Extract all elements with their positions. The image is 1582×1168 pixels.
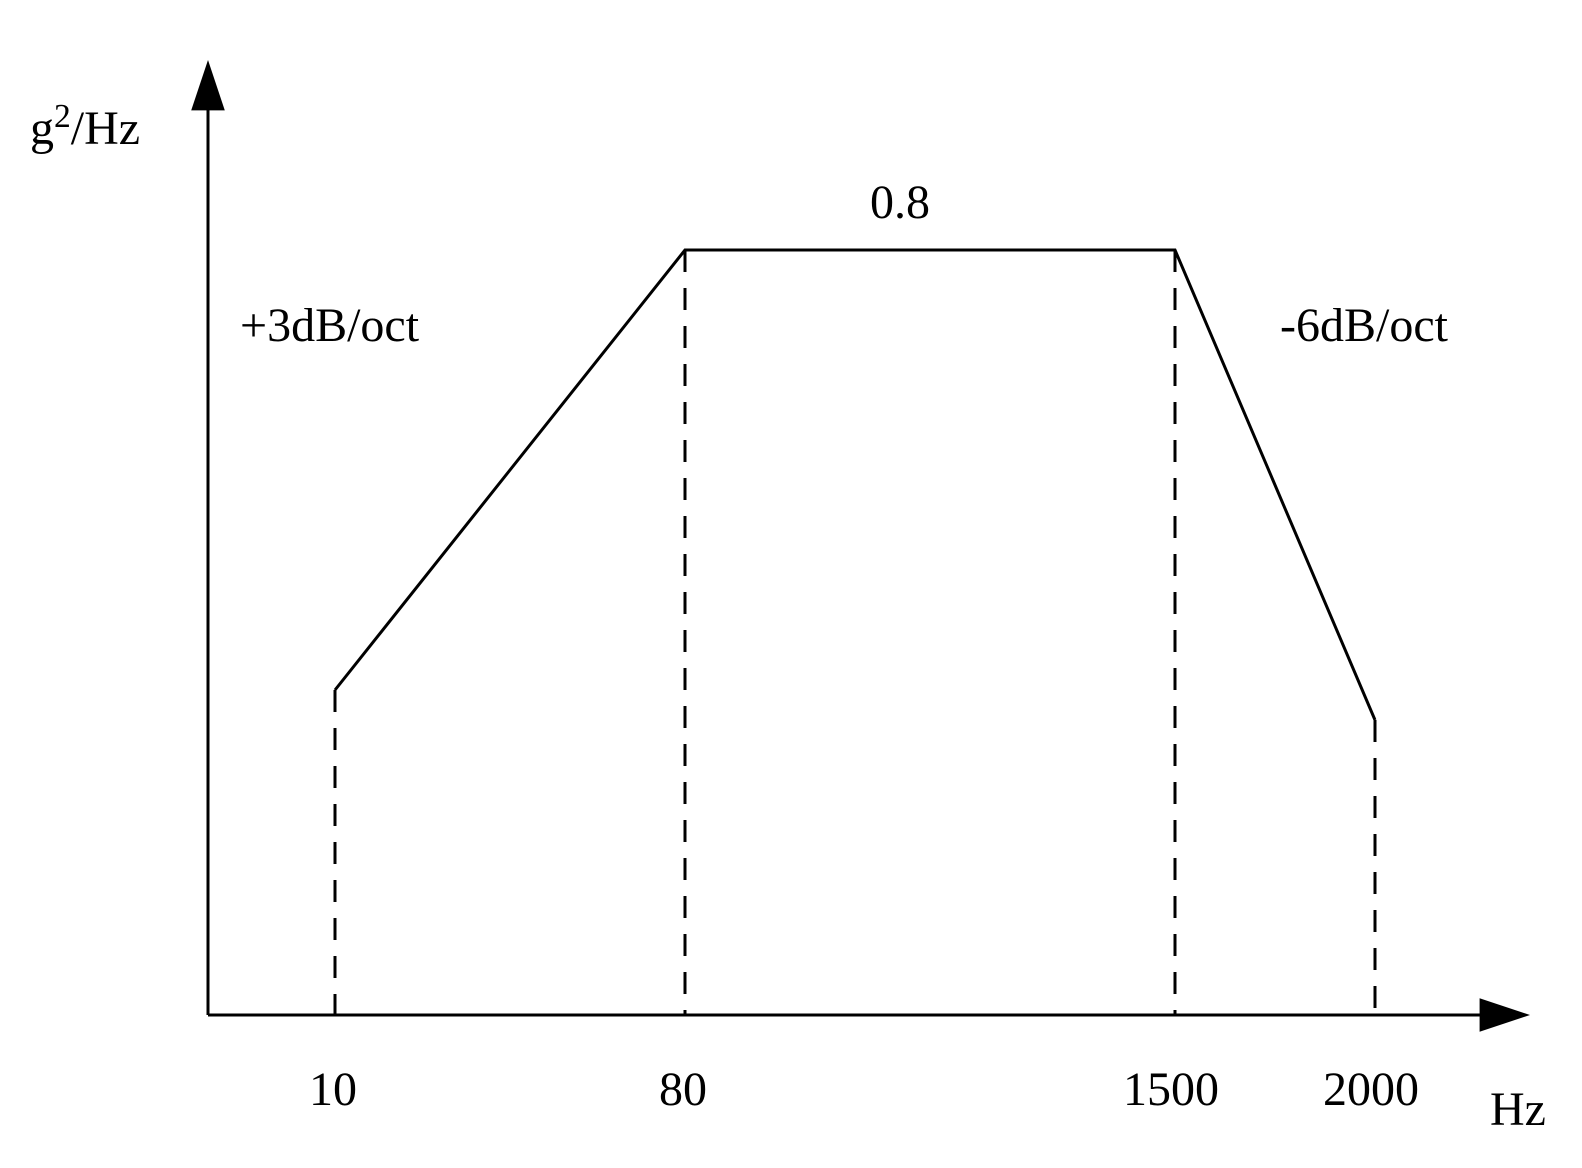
x-tick-label: 1500 bbox=[1123, 1062, 1219, 1117]
y-axis-label: g2/Hz bbox=[30, 98, 140, 156]
x-tick-label: 2000 bbox=[1323, 1062, 1419, 1117]
psd-chart: g2/Hz Hz 0.8 +3dB/oct -6dB/oct 10 80 150… bbox=[0, 0, 1582, 1168]
slope-down-label: -6dB/oct bbox=[1280, 298, 1448, 353]
chart-canvas bbox=[0, 0, 1582, 1168]
plateau-value-label: 0.8 bbox=[870, 175, 930, 230]
x-tick-label: 10 bbox=[309, 1062, 357, 1117]
x-tick-label: 80 bbox=[659, 1062, 707, 1117]
slope-up-label: +3dB/oct bbox=[240, 298, 419, 353]
x-axis-label: Hz bbox=[1490, 1082, 1546, 1137]
